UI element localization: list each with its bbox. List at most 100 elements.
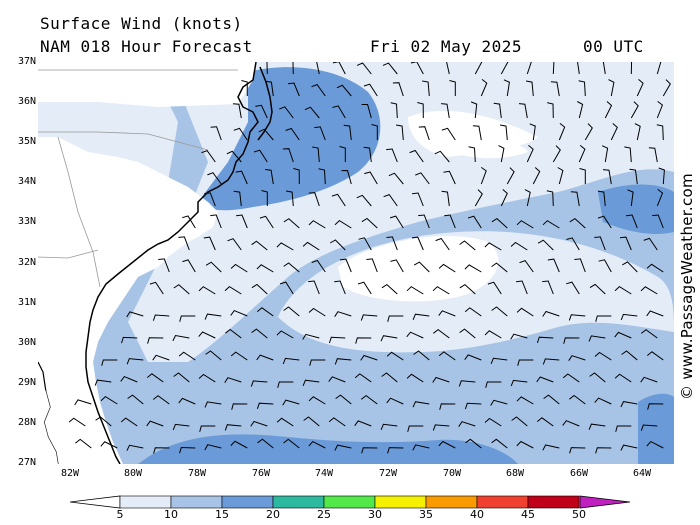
colorbar-cell	[221, 495, 274, 509]
wind-barb	[472, 125, 482, 141]
wind-barb	[615, 425, 632, 432]
wind-barb	[630, 101, 639, 119]
wind-barb	[441, 190, 450, 207]
wind-barb	[417, 102, 424, 119]
wind-barb	[308, 396, 326, 405]
wind-barb	[178, 236, 190, 251]
wind-barb	[444, 214, 456, 229]
colorbar-tick: 50	[572, 508, 586, 521]
wind-barb	[316, 62, 320, 75]
wind-barb	[283, 438, 300, 449]
wind-barb	[308, 307, 326, 317]
wind-barb	[647, 403, 664, 410]
wind-barb	[467, 215, 482, 229]
wind-barb	[178, 397, 196, 405]
wind-barb	[656, 62, 662, 75]
wind-barb	[366, 258, 378, 273]
wind-barb	[458, 421, 476, 427]
wind-barb	[266, 62, 268, 75]
lon-label: 64W	[632, 468, 652, 479]
wind-barb	[529, 123, 536, 141]
wind-barb	[293, 168, 300, 185]
wind-barb	[146, 373, 164, 383]
wind-barb	[498, 145, 505, 163]
colorbar-max-arrow	[579, 495, 630, 509]
wind-barb	[172, 423, 190, 431]
wind-barb	[648, 147, 658, 163]
wind-barb	[357, 281, 372, 295]
wind-barb	[158, 258, 170, 273]
wind-barb	[434, 150, 450, 163]
wind-barb	[449, 80, 456, 96]
wind-barb	[547, 102, 554, 119]
wind-barb	[328, 417, 346, 427]
wind-barb	[74, 399, 92, 406]
wind-barb	[386, 236, 398, 251]
lat-label: 28N	[17, 417, 36, 428]
wind-barb	[524, 189, 531, 207]
wind-barb	[75, 438, 92, 449]
wind-barb	[542, 444, 560, 451]
wind-barb	[336, 84, 352, 97]
wind-barb	[311, 83, 326, 97]
wind-barb	[516, 396, 534, 405]
wind-barb	[500, 124, 508, 141]
colorbar-tick: 25	[317, 508, 331, 521]
wind-barb	[173, 284, 190, 295]
lon-label: 70W	[442, 468, 462, 479]
wind-barbs	[68, 62, 671, 454]
wind-barb	[484, 417, 502, 427]
wind-barb	[439, 403, 456, 410]
lat-label: 34N	[17, 176, 36, 187]
wind-barb	[636, 79, 644, 97]
wind-barb	[101, 359, 118, 366]
wind-barb	[153, 447, 170, 454]
outer-banks	[257, 66, 273, 141]
wind-barb	[640, 286, 658, 295]
wind-barb	[198, 373, 216, 383]
wind-barb	[302, 333, 320, 340]
wind-barb	[282, 399, 300, 406]
wind-barb	[491, 217, 508, 229]
wind-barb	[656, 124, 664, 141]
wind-barb	[412, 313, 430, 320]
wind-barb	[629, 168, 638, 185]
wind-barb	[510, 379, 528, 387]
wind-barb	[410, 62, 424, 75]
wind-barb	[578, 145, 586, 163]
wind-barb	[584, 123, 593, 141]
lon-label: 82W	[60, 468, 80, 479]
wind-barb	[484, 330, 502, 339]
wind-barb	[622, 261, 638, 273]
wind-barb	[500, 62, 509, 75]
wind-barb	[380, 423, 398, 430]
wind-barb	[126, 358, 144, 365]
wind-barb	[204, 444, 222, 451]
wind-barb	[253, 149, 268, 163]
wind-barb	[256, 402, 274, 409]
colorbar-cell	[425, 495, 478, 509]
wind-barb	[198, 331, 216, 339]
wind-barb	[334, 219, 352, 229]
wind-barb	[412, 444, 430, 451]
wind-barb	[459, 283, 476, 295]
wind-barb	[465, 438, 482, 449]
wind-barb	[256, 264, 274, 273]
wind-barb	[441, 103, 450, 119]
colorbar-tick: 45	[521, 508, 535, 521]
wind-barb	[233, 190, 242, 207]
wind-barb	[204, 192, 216, 207]
wind-barb	[371, 124, 378, 140]
wind-barb	[255, 104, 268, 119]
wind-barb	[94, 379, 112, 386]
wind-barb	[390, 259, 404, 273]
wind-barb	[100, 395, 118, 405]
wind-barb	[172, 334, 190, 342]
wind-barb	[510, 333, 528, 340]
wind-barb	[608, 79, 615, 97]
wind-barb	[360, 314, 378, 321]
wind-barb	[224, 377, 242, 383]
wind-barb	[562, 420, 580, 427]
wind-barb	[589, 372, 606, 383]
wind-barb	[173, 372, 190, 383]
